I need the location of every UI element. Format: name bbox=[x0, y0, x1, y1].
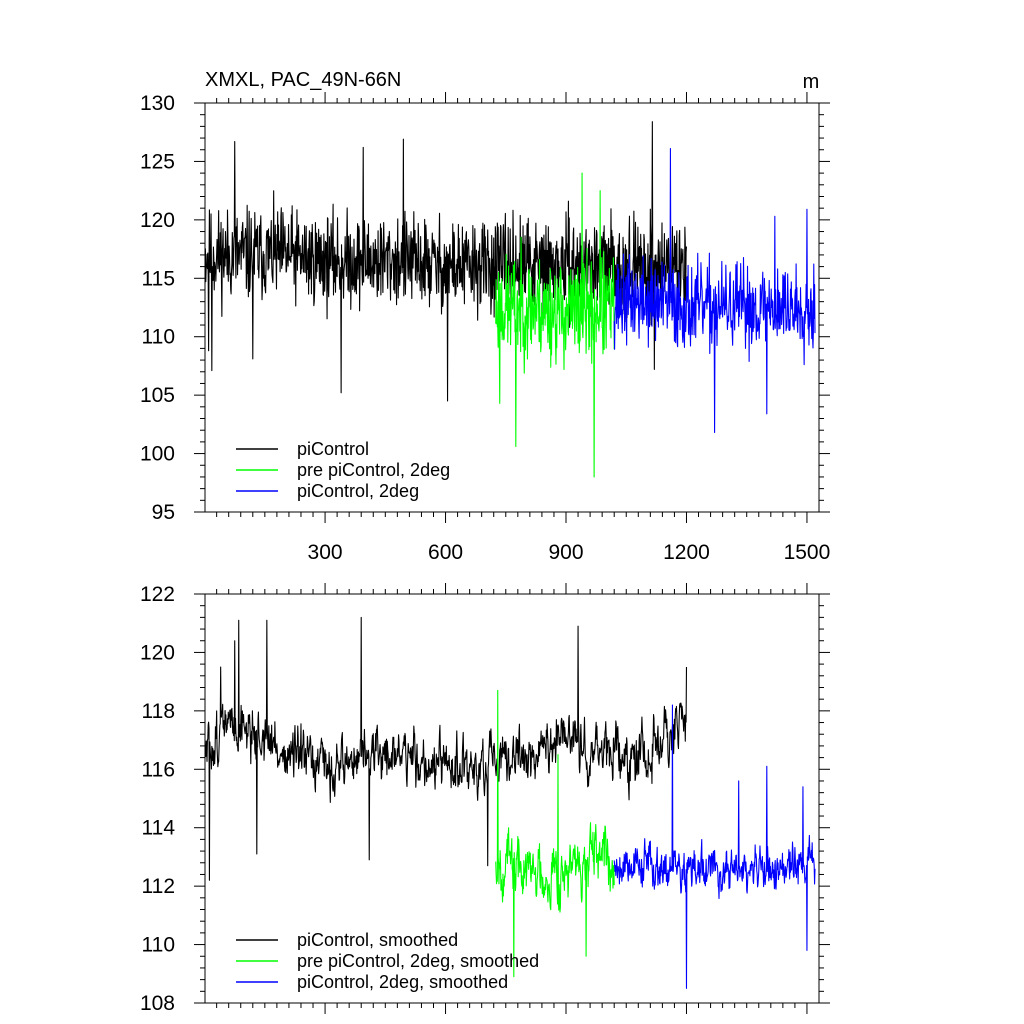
y-tick-label: 115 bbox=[142, 267, 175, 290]
legend-entry: piControl, smoothed bbox=[297, 930, 458, 950]
x-tick-label: 300 bbox=[308, 541, 343, 564]
y-tick-label: 116 bbox=[142, 758, 175, 781]
chart-panel-1: 300 600 900 1200 1500 95 100 105 110 115 120 125 130… bbox=[140, 69, 830, 564]
y-tick-label: 122 bbox=[140, 583, 175, 606]
y-tick-label: 130 bbox=[140, 92, 175, 115]
legend-entry: piControl bbox=[297, 439, 369, 459]
legend-entry: piControl, 2deg bbox=[297, 481, 419, 501]
y-tick-label: 110 bbox=[142, 326, 175, 349]
plot-frame bbox=[204, 593, 820, 1004]
chart-panel-2: 108 110 112 114 116 118 120 122 piControl, smoot… bbox=[140, 583, 830, 1015]
series-line-1 bbox=[205, 121, 688, 402]
legend-entry: pre piControl, 2deg bbox=[297, 460, 450, 480]
y-tick-label: 95 bbox=[152, 501, 175, 524]
y-tick-label: 105 bbox=[140, 384, 175, 407]
series-line-3 bbox=[613, 704, 816, 989]
x-tick-label: 600 bbox=[428, 541, 463, 564]
y-tick-label: 100 bbox=[140, 443, 175, 466]
x-tick-label: 1200 bbox=[663, 541, 710, 564]
x-tick-label: 900 bbox=[548, 541, 583, 564]
y-tick-label: 125 bbox=[140, 150, 175, 173]
series-line-2 bbox=[495, 172, 615, 478]
y-tick-label: 120 bbox=[140, 641, 175, 664]
y-tick-label: 114 bbox=[142, 817, 176, 840]
series-line-1 bbox=[205, 616, 688, 881]
legend-entry: piControl, 2deg, smoothed bbox=[297, 972, 508, 992]
y-tick-label: 118 bbox=[142, 700, 175, 723]
series-line-2 bbox=[495, 689, 615, 978]
y-tick-label: 112 bbox=[142, 875, 175, 898]
y-tick-label: 110 bbox=[142, 934, 175, 957]
legend-entry: pre piControl, 2deg, smoothed bbox=[297, 951, 539, 971]
y-tick-label: 108 bbox=[140, 992, 175, 1015]
series-line-3 bbox=[613, 148, 816, 434]
y-tick-label: 120 bbox=[140, 209, 175, 232]
chart-title: XMXL, PAC_49N-66N bbox=[205, 69, 401, 91]
plot-frame bbox=[204, 102, 820, 513]
x-tick-label: 1500 bbox=[784, 541, 831, 564]
units-label: m bbox=[803, 71, 820, 93]
